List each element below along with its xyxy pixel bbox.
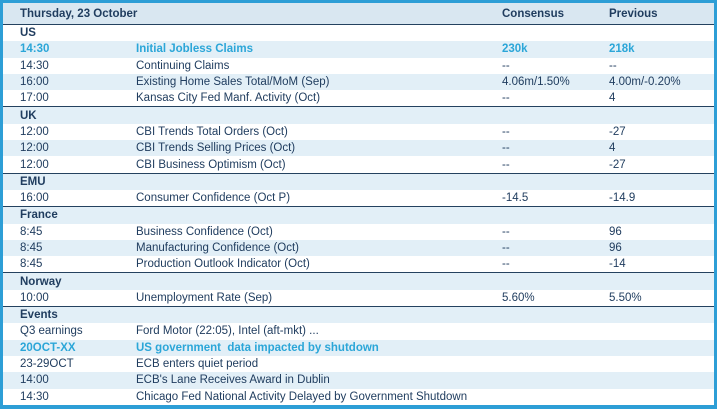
- table-title: Thursday, 23 October: [20, 7, 138, 20]
- column-header-consensus: Consensus: [502, 7, 564, 20]
- row-time: 8:45: [20, 242, 43, 254]
- table-row: 14:00 ECB's Lane Receives Award in Dubli…: [3, 372, 714, 389]
- section-row-france: France: [3, 206, 714, 224]
- section-label: UK: [20, 109, 37, 122]
- row-consensus: --: [502, 92, 510, 105]
- row-time: 14:30: [20, 43, 50, 56]
- row-consensus: 230k: [502, 43, 528, 56]
- row-event: Manufacturing Confidence (Oct): [136, 242, 299, 254]
- table-row: Q3 earnings Ford Motor (22:05), Intel (a…: [3, 323, 714, 339]
- section-label: EMU: [20, 175, 46, 188]
- row-event: ECB's Lane Receives Award in Dublin: [136, 374, 330, 387]
- row-previous: 96: [609, 242, 622, 254]
- section-row-events: Events: [3, 306, 714, 324]
- section-label: US: [20, 27, 36, 40]
- table-row: 10:00 Unemployment Rate (Sep) 5.60% 5.50…: [3, 290, 714, 306]
- row-consensus: --: [502, 125, 510, 138]
- row-event: CBI Business Optimism (Oct): [136, 158, 286, 171]
- row-time: 12:00: [20, 142, 49, 155]
- row-time: 8:45: [20, 258, 43, 271]
- column-header-previous: Previous: [609, 7, 658, 20]
- row-previous: --: [609, 59, 617, 72]
- row-consensus: --: [502, 142, 510, 155]
- row-time: 14:30: [20, 59, 49, 72]
- section-label: Events: [20, 309, 58, 322]
- row-event: Initial Jobless Claims: [136, 43, 253, 56]
- row-time: 12:00: [20, 125, 49, 138]
- section-row-norway: Norway: [3, 272, 714, 290]
- row-event: Consumer Confidence (Oct P): [136, 192, 291, 205]
- row-time: 17:00: [20, 92, 49, 105]
- section-row-us: US: [3, 24, 714, 41]
- table-row: 12:00 CBI Trends Selling Prices (Oct) --…: [3, 140, 714, 157]
- row-event: Production Outlook Indicator (Oct): [136, 258, 310, 271]
- row-previous: -14: [609, 258, 626, 271]
- row-event: CBI Trends Selling Prices (Oct): [136, 142, 296, 155]
- row-previous: 4: [609, 142, 616, 155]
- row-consensus: --: [502, 258, 510, 271]
- row-event: US government data impacted by shutdown: [136, 341, 379, 354]
- row-time: 14:30: [20, 390, 49, 403]
- row-time: 20OCT-XX: [20, 341, 76, 354]
- row-previous: 4: [609, 92, 616, 105]
- row-consensus: 4.06m/1.50%: [502, 76, 570, 89]
- table-row: 14:30 Initial Jobless Claims 230k 218k: [3, 41, 714, 58]
- row-consensus: --: [502, 59, 510, 72]
- table-row: 14:30 Chicago Fed National Activity Dela…: [3, 389, 714, 405]
- row-time: 14:00: [20, 374, 49, 387]
- table-row: 8:45 Manufacturing Confidence (Oct) -- 9…: [3, 239, 714, 257]
- table-header-row: Thursday, 23 October Consensus Previous: [3, 3, 714, 24]
- row-previous: 4.00m/-0.20%: [609, 76, 681, 89]
- section-row-emu: EMU: [3, 172, 714, 190]
- row-event: CBI Trends Total Orders (Oct): [136, 125, 288, 138]
- row-event: ECB enters quiet period: [136, 358, 259, 371]
- table-row: 14:30 Continuing Claims -- --: [3, 58, 714, 74]
- table-row: 20OCT-XX US government data impacted by …: [3, 339, 714, 356]
- row-consensus: --: [502, 242, 510, 254]
- row-event: Kansas City Fed Manf. Activity (Oct): [136, 92, 321, 105]
- row-consensus: -14.5: [502, 192, 529, 205]
- row-previous: -14.9: [609, 192, 636, 205]
- row-event: Unemployment Rate (Sep): [136, 291, 273, 304]
- table-row: 17:00 Kansas City Fed Manf. Activity (Oc…: [3, 90, 714, 106]
- row-consensus: --: [502, 158, 510, 171]
- row-event: Continuing Claims: [136, 59, 230, 72]
- row-time: 8:45: [20, 225, 43, 238]
- row-consensus: 5.60%: [502, 291, 535, 304]
- table-row: 23-29OCT ECB enters quiet period: [3, 356, 714, 372]
- table-row: 12:00 CBI Business Optimism (Oct) -- -27: [3, 156, 714, 172]
- table-row: 16:00 Existing Home Sales Total/MoM (Sep…: [3, 73, 714, 91]
- table-row: 12:00 CBI Trends Total Orders (Oct) -- -…: [3, 124, 714, 140]
- row-time: 16:00: [20, 76, 49, 89]
- row-time: 12:00: [20, 158, 49, 171]
- section-label: Norway: [20, 275, 62, 288]
- row-time: Q3 earnings: [20, 325, 83, 338]
- row-event: Ford Motor (22:05), Intel (aft-mkt) ...: [136, 325, 319, 338]
- row-event: Existing Home Sales Total/MoM (Sep): [136, 76, 330, 89]
- row-previous: -27: [609, 158, 626, 171]
- section-label: France: [20, 209, 58, 222]
- table-row: 16:00 Consumer Confidence (Oct P) -14.5 …: [3, 190, 714, 206]
- table-row: 8:45 Production Outlook Indicator (Oct) …: [3, 256, 714, 272]
- row-previous: -27: [609, 125, 626, 138]
- table-row: 8:45 Business Confidence (Oct) -- 96: [3, 224, 714, 240]
- row-time: 23-29OCT: [20, 358, 74, 371]
- row-time: 10:00: [20, 291, 49, 304]
- row-event: Chicago Fed National Activity Delayed by…: [136, 390, 468, 403]
- row-time: 16:00: [20, 192, 49, 205]
- row-consensus: --: [502, 225, 510, 238]
- row-previous: 5.50%: [609, 291, 642, 304]
- row-previous: 218k: [609, 43, 635, 56]
- row-event: Business Confidence (Oct): [136, 225, 273, 238]
- row-previous: 96: [609, 225, 622, 238]
- section-row-uk: UK: [3, 106, 714, 124]
